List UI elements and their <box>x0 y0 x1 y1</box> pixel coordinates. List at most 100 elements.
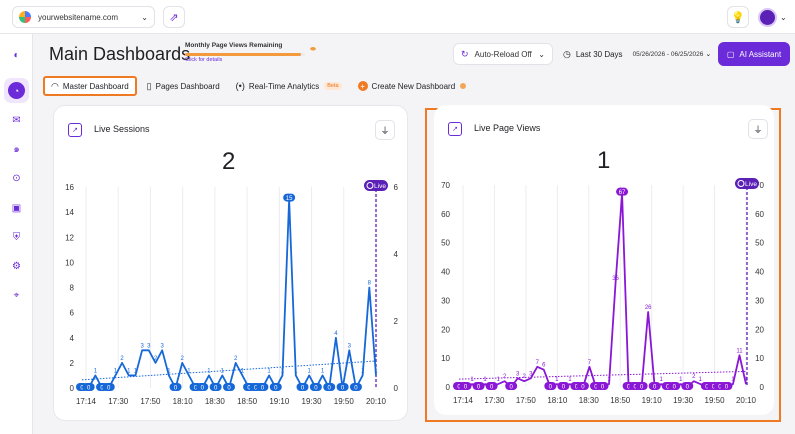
data-label: 7 <box>588 360 592 366</box>
dashboard-icon[interactable]: ◔ <box>4 78 29 103</box>
y-tick-label: 0 <box>446 383 451 392</box>
data-label: 1 <box>241 368 245 374</box>
x-tick-label: 18:50 <box>237 397 258 406</box>
x-tick-label: 17:50 <box>516 396 537 405</box>
tips-button[interactable]: 💡 <box>727 6 749 28</box>
data-label: 1 <box>167 368 171 374</box>
series-line <box>459 192 747 388</box>
data-label: 0 <box>653 385 657 391</box>
data-label: 0 <box>575 385 579 391</box>
filter-button[interactable]: ⏚ <box>748 119 768 139</box>
data-label: 3 <box>161 343 165 349</box>
x-tick-label: 18:30 <box>579 396 600 405</box>
data-label: 1 <box>679 377 683 383</box>
dashboard-tabs: ◠ Master Dashboard ▯ Pages Dashboard (•)… <box>43 75 476 97</box>
y-tick-label: 40 <box>441 268 450 277</box>
date-range-picker[interactable]: ◷ Last 30 Days 05/26/2026 - 06/25/2026 ⌄ <box>563 43 711 65</box>
data-label: 0 <box>549 385 553 391</box>
data-label: 0 <box>261 386 265 392</box>
y-tick-label: 0 <box>70 384 75 393</box>
tab-real-time-analytics[interactable]: (•) Real-Time Analytics Beta <box>230 76 348 96</box>
inbox-icon[interactable]: ✉ <box>12 115 21 126</box>
live-sessions-count: 2 <box>222 148 236 175</box>
chat-icon[interactable]: ▣ <box>11 203 22 214</box>
data-point-pill <box>648 382 661 390</box>
funnel-icon: ⏚ <box>753 124 763 135</box>
data-label: 1 <box>321 368 325 374</box>
chat-bubble-icon: ▢ <box>726 49 735 59</box>
data-label: 0 <box>490 385 494 391</box>
focus-icon[interactable]: ⊙ <box>12 173 21 184</box>
data-label: 0 <box>627 385 631 391</box>
shield-icon[interactable]: ⛨ <box>12 232 21 243</box>
data-point-pill <box>196 383 209 391</box>
data-label: 7 <box>536 360 540 366</box>
x-tick-label: 19:50 <box>705 396 726 405</box>
y-tick-label: 4 <box>70 334 75 343</box>
chevron-down-icon: ⌄ <box>538 49 545 59</box>
data-label: 0 <box>174 386 178 392</box>
data-label: 0 <box>247 386 251 392</box>
data-label: 1 <box>731 377 735 383</box>
ai-assistant-label: AI Assistant <box>739 49 782 59</box>
x-tick-label: 18:30 <box>205 397 226 406</box>
data-label: 0 <box>254 386 258 392</box>
data-label: 0 <box>633 385 637 391</box>
tab-pages-dashboard[interactable]: ▯ Pages Dashboard <box>141 76 226 96</box>
clock-icon: ◷ <box>563 48 571 59</box>
data-point-pill <box>256 383 269 391</box>
filter-button[interactable]: ⏚ <box>375 120 395 140</box>
auto-reload-dropdown[interactable]: ↻ Auto-Reload Off ⌄ <box>453 43 553 65</box>
quota-widget[interactable]: Monthly Page Views Remaining ⬬ Click for… <box>185 42 320 63</box>
ai-assistant-button[interactable]: ▢ AI Assistant <box>718 42 790 66</box>
data-label: 1 <box>374 368 378 374</box>
data-label: 1 <box>568 377 572 383</box>
chart-icon: ↗ <box>448 122 462 136</box>
data-label: 11 <box>736 348 743 354</box>
tab-create-new-dashboard[interactable]: + Create New Dashboard <box>352 76 473 96</box>
live-page-views-chart: 17:14 17:30 17:50 18:10 18:30 18:50 19:10 19:30… <box>441 178 765 405</box>
card-title: Live Sessions <box>94 124 150 134</box>
data-label: 1 <box>281 368 285 374</box>
date-range-label: Last 30 Days <box>575 49 623 59</box>
site-selector[interactable]: yourwebsitename.com ⌄ <box>12 6 155 28</box>
data-point-pill <box>283 193 296 202</box>
external-link-button[interactable]: ⇗ <box>163 6 185 28</box>
card-title: Live Page Views <box>474 123 541 133</box>
data-point-pill <box>616 187 629 196</box>
data-point-pill <box>82 383 95 391</box>
quota-details-link[interactable]: Click for details <box>185 57 223 63</box>
data-label: 0 <box>562 385 566 391</box>
gear-icon[interactable]: ⚙ <box>12 261 21 272</box>
tab-label: Master Dashboard <box>62 81 129 91</box>
data-label: 0 <box>464 385 468 391</box>
spiral-icon[interactable]: ๑ <box>13 144 20 155</box>
tab-label: Real-Time Analytics <box>248 81 320 91</box>
y-tick-label: 16 <box>65 183 74 192</box>
y-tick-label: 10 <box>441 354 450 363</box>
toggle-icon[interactable]: ◐ <box>13 50 20 61</box>
chart-icon: ↗ <box>68 123 82 137</box>
data-label: 2 <box>692 374 696 380</box>
user-menu[interactable]: ⌄ <box>758 6 790 28</box>
trend-line <box>81 360 377 381</box>
series-line <box>82 198 377 389</box>
live-icon <box>737 180 745 187</box>
gauge-icon: ◠ <box>51 80 59 91</box>
data-label: 0 <box>80 386 84 392</box>
data-label: 1 <box>308 368 312 374</box>
data-label: 1 <box>470 377 474 383</box>
right-y-tick-label: 30 <box>755 296 764 305</box>
chevron-down-icon: ⌄ <box>780 12 787 22</box>
data-point-pill <box>169 383 182 391</box>
pin-icon[interactable]: ⌖ <box>13 290 20 301</box>
data-label: 0 <box>725 385 729 391</box>
data-label: 2 <box>154 356 158 362</box>
data-label: 1 <box>744 377 748 383</box>
data-point-pill <box>485 382 498 390</box>
x-tick-label: 19:30 <box>673 396 694 405</box>
beta-badge: Beta <box>324 82 342 90</box>
tab-master-dashboard[interactable]: ◠ Master Dashboard <box>43 76 137 96</box>
y-tick-label: 30 <box>441 296 450 305</box>
right-y-tick-label: 40 <box>755 268 764 277</box>
